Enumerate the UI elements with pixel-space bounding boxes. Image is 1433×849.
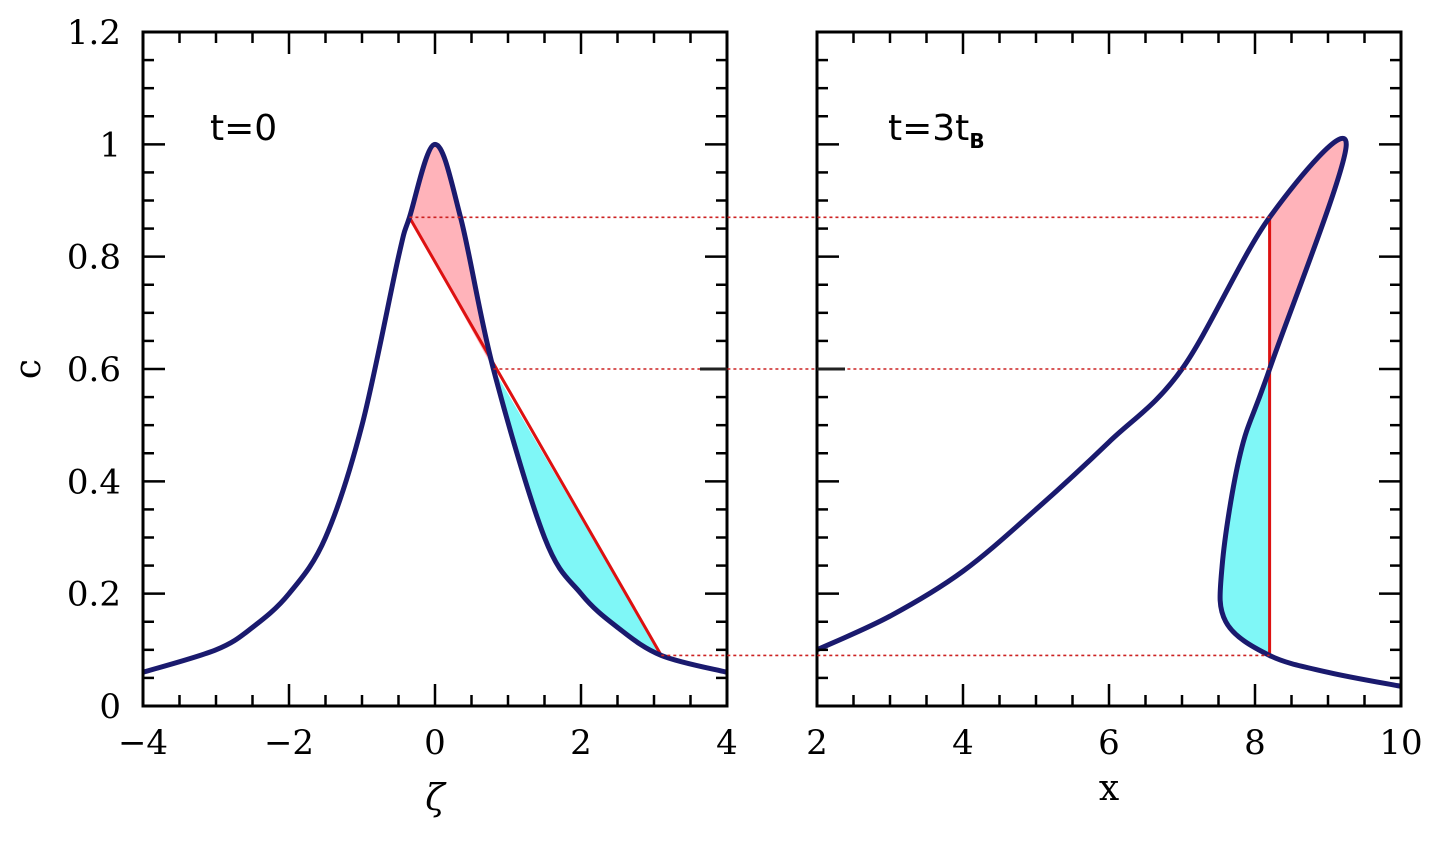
right-xlabel: x <box>1099 768 1119 809</box>
right-ticks <box>815 30 1403 708</box>
right-panel: 2 4 6 8 10 t=3tB x <box>806 30 1423 809</box>
left-annotation: t=0 <box>210 108 277 149</box>
x-tick-label: −4 <box>118 723 168 763</box>
x-tick-label: −2 <box>264 723 314 763</box>
x-tick-label: 4 <box>716 723 738 763</box>
curve-line <box>817 135 1401 689</box>
left-chord <box>408 216 663 657</box>
y-tick-label: 0.8 <box>67 238 121 278</box>
y-tick-label: 0 <box>99 687 121 727</box>
y-tick-label: 1 <box>99 125 121 165</box>
left-ytick-labels: 0 0.2 0.4 0.6 0.8 1 1.2 <box>67 13 121 727</box>
y-tick-label: 0.4 <box>67 462 121 502</box>
curve-line <box>143 141 727 675</box>
left-fills <box>409 144 662 656</box>
x-tick-label: 6 <box>1098 723 1120 763</box>
right-curve-group <box>817 135 1401 689</box>
y-tick-label: 0.6 <box>67 350 121 390</box>
right-annotation: t=3tB <box>888 108 985 153</box>
y-tick-label: 0.2 <box>67 575 121 615</box>
chord-line <box>408 216 663 657</box>
connector-lines <box>409 216 1270 657</box>
left-panel: 0 0.2 0.4 0.6 0.8 1 1.2 −4 −2 0 2 4 t=0 ζ c <box>8 13 738 819</box>
x-tick-label: 2 <box>570 723 592 763</box>
left-curve-group <box>143 141 727 675</box>
right-annotation-main: t=3t <box>888 108 969 149</box>
left-ylabel: c <box>8 359 49 379</box>
upper-lobe-fill <box>409 144 494 369</box>
left-ticks <box>141 30 729 708</box>
right-xtick-labels: 2 4 6 8 10 <box>806 723 1422 763</box>
x-tick-label: 8 <box>1244 723 1266 763</box>
x-tick-label: 4 <box>952 723 974 763</box>
x-tick-label: 10 <box>1379 723 1422 763</box>
x-tick-label: 0 <box>424 723 446 763</box>
right-annotation-sub: B <box>969 129 984 153</box>
x-tick-label: 2 <box>806 723 828 763</box>
left-xtick-labels: −4 −2 0 2 4 <box>118 723 738 763</box>
y-tick-label: 1.2 <box>67 13 121 53</box>
left-xlabel: ζ <box>425 778 447 819</box>
lower-lobe-fill <box>1220 369 1270 656</box>
